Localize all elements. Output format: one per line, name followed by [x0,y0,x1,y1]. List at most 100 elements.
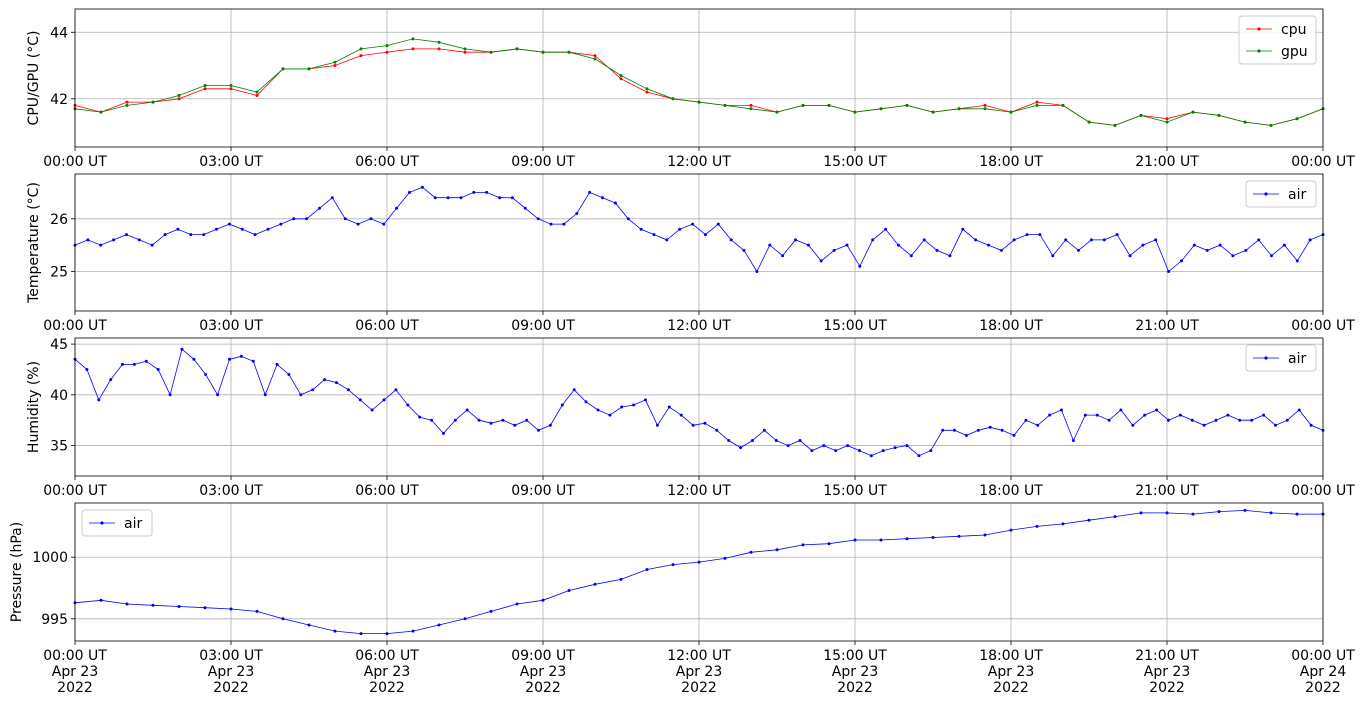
data-point [485,190,489,194]
data-point [697,560,701,564]
data-point [1165,120,1169,124]
data-point [964,433,968,437]
data-point [1113,515,1117,519]
data-point [99,243,103,247]
x-tick-label: 00:00 UT [43,154,107,170]
data-point [801,543,805,547]
data-point [251,359,255,363]
x-tick-label: 12:00 UT [667,483,731,499]
data-point [1167,418,1170,422]
data-point [356,222,360,226]
data-point [593,57,597,61]
x-tick-label: 03:00 UT [199,318,263,334]
data-point [85,368,89,371]
legend: air [1245,344,1317,372]
data-point [999,248,1003,252]
data-point [510,196,514,200]
data-point [292,217,296,221]
data-point [834,449,838,453]
legend: air [81,509,153,537]
y-tick-label: 1000 [32,550,68,566]
data-point [983,103,987,107]
data-point [619,577,623,581]
data-point [819,259,823,263]
data-point [869,454,873,458]
x-tick-label: 00:00 UT [43,483,107,499]
data-point [1257,238,1261,242]
legend-swatch-marker [1264,192,1268,196]
data-point [1217,510,1221,514]
data-point [1191,512,1195,516]
data-point [929,449,933,453]
data-point [1102,238,1106,242]
legend-label-gpu: gpu [1281,44,1308,60]
x-tick-label: 00:00 UT Apr 24 2022 [1291,648,1355,696]
data-point [846,444,850,448]
data-point [655,423,659,427]
data-point [408,190,411,194]
data-point [287,373,291,376]
data-point [976,428,980,432]
legend-box [1245,344,1317,372]
data-point [151,603,155,607]
data-point [931,536,935,539]
data-point [359,54,363,58]
y-tick-label: 25 [50,264,68,280]
legend-label-air: air [1288,351,1306,367]
data-point [562,222,566,226]
y-axis-label: CPU/GPU (°C) [26,31,42,126]
data-point [1214,418,1218,422]
data-point [430,418,434,422]
data-point [1000,428,1004,432]
x-tick-label: 18:00 UT [979,154,1043,170]
data-point [1071,439,1075,442]
data-point [983,107,987,111]
x-tick-label: 00:00 UT [1291,318,1355,334]
data-point [395,206,399,210]
data-point [727,439,731,442]
data-point [1226,413,1230,417]
data-point [584,400,588,404]
data-point [437,40,441,44]
legend: air [1245,180,1317,208]
series-line-air [74,348,1324,457]
data-point [1089,238,1093,242]
x-tick-label: 15:00 UT [823,318,887,334]
data-point [541,50,545,54]
data-point [385,44,389,48]
data-point [871,238,875,242]
data-point [299,393,303,397]
data-point [1243,508,1247,512]
data-point [755,270,759,273]
data-point [1061,103,1065,107]
data-point [411,47,415,51]
data-point [459,196,463,200]
data-point [513,423,517,427]
data-point [723,103,727,107]
y-tick-label: 45 [50,337,68,353]
data-point [498,196,502,200]
data-point [489,421,493,425]
data-point [132,362,136,366]
data-point [335,381,338,385]
data-point [99,598,103,602]
data-point [1009,528,1013,532]
y-axis-label: Temperature (°C) [26,182,42,304]
data-point [1038,233,1042,237]
data-point [433,196,437,200]
data-point [739,446,743,450]
data-point [575,212,579,215]
x-tick-label: 06:00 UT Apr 23 2022 [355,648,419,696]
data-point [909,254,913,258]
x-tick-label: 15:00 UT [823,154,887,170]
data-point [255,609,259,613]
data-point [501,418,505,422]
data-point [1178,413,1182,417]
y-tick-label: 42 [50,92,68,108]
x-tick-label: 00:00 UT [1291,154,1355,170]
data-point [1107,418,1111,422]
data-point [411,37,415,41]
data-point [905,537,909,541]
data-point [418,415,422,419]
data-point [801,103,805,107]
